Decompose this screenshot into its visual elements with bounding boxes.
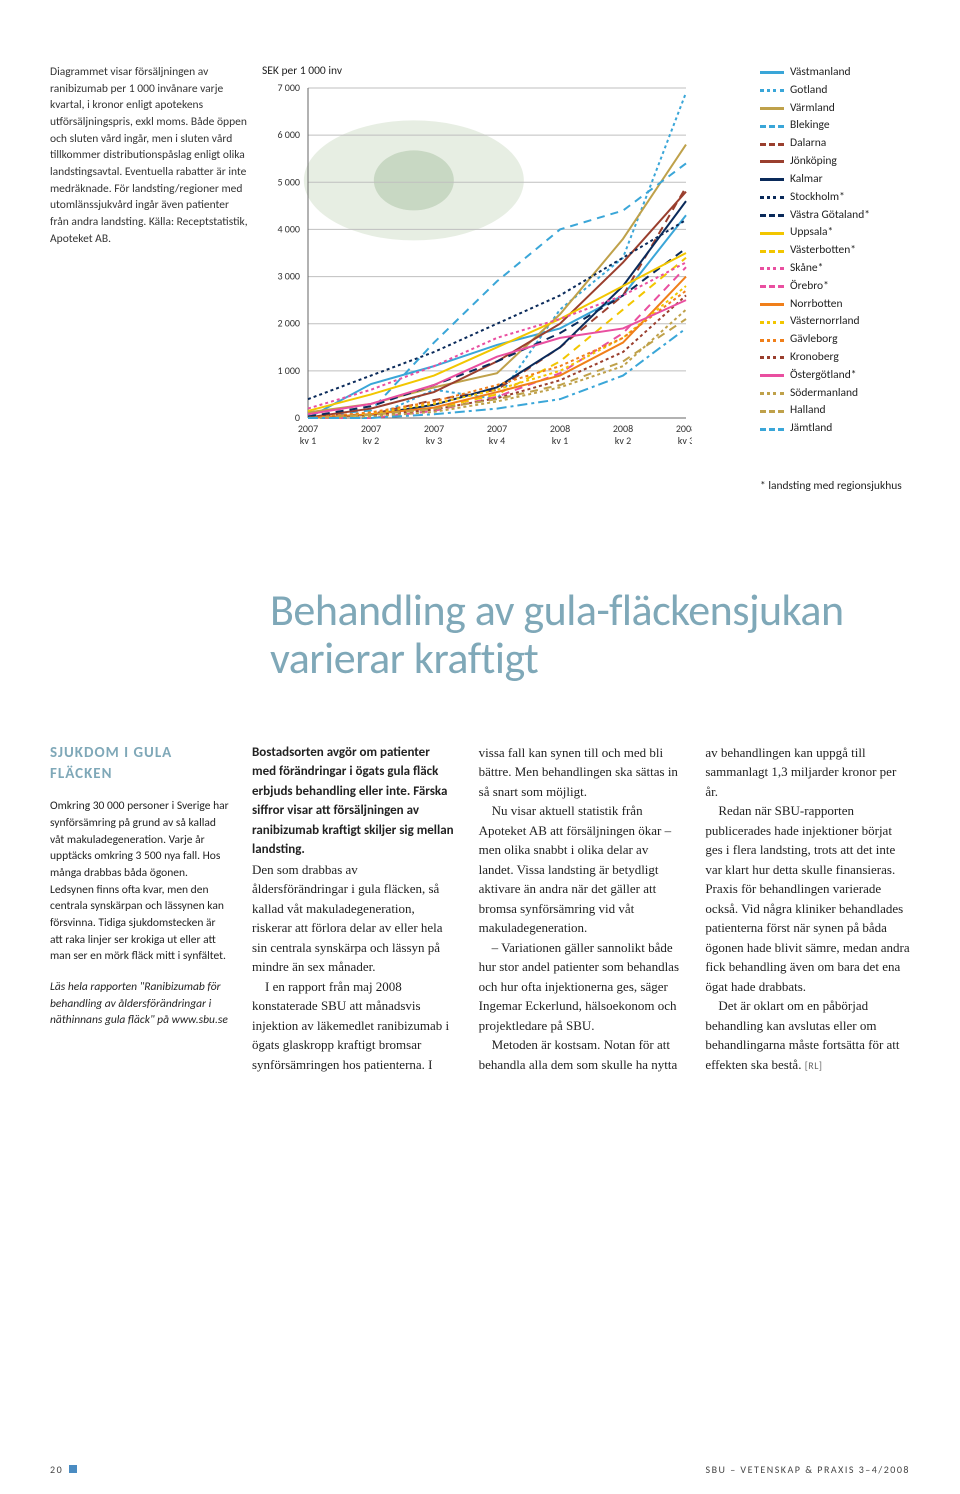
legend-item: Kalmar xyxy=(760,171,910,189)
article-p4: – Variationen gäller sannolikt både hur … xyxy=(479,938,684,1036)
legend-label: Norrbotten xyxy=(790,296,843,314)
legend-item: Jämtland xyxy=(760,420,910,438)
legend-swatch xyxy=(760,71,784,74)
legend-swatch xyxy=(760,321,784,324)
sidebar-box: SJUKDOM I GULA FLÄCKEN Omkring 30 000 pe… xyxy=(50,743,230,1075)
legend-swatch xyxy=(760,428,784,431)
legend-label: Jönköping xyxy=(790,153,837,171)
article-lead: Bostadsorten avgör om patienter med förä… xyxy=(252,743,457,860)
svg-text:kv 1: kv 1 xyxy=(552,434,568,447)
svg-text:kv 1: kv 1 xyxy=(300,434,316,447)
article-headline: Behandling av gula-fläcken­sjukan varier… xyxy=(270,586,910,683)
line-chart: 01 0002 0003 0004 0005 0006 0007 0002007… xyxy=(262,84,692,454)
page-number: 20 xyxy=(50,1463,63,1477)
legend-item: Västerbotten* xyxy=(760,242,910,260)
legend-swatch xyxy=(760,410,784,413)
legend-label: Värmland xyxy=(790,100,835,118)
legend-item: Örebro* xyxy=(760,278,910,296)
chart-caption: Diagrammet visar försäljningen av ranibi… xyxy=(50,64,250,496)
legend-item: Uppsala* xyxy=(760,224,910,242)
legend-label: Östergötland* xyxy=(790,367,857,385)
article-body: Bostadsorten avgör om patienter med förä… xyxy=(252,743,910,1075)
legend-item: Jönköping xyxy=(760,153,910,171)
legend-swatch xyxy=(760,125,784,128)
legend-item: Norrbotten xyxy=(760,296,910,314)
chart-y-title: SEK per 1 000 inv xyxy=(262,64,748,80)
svg-text:7 000: 7 000 xyxy=(277,84,300,94)
legend-item: Gotland xyxy=(760,82,910,100)
legend-label: Uppsala* xyxy=(790,224,833,242)
legend-swatch xyxy=(760,143,784,146)
legend-label: Gotland xyxy=(790,82,827,100)
legend-item: Blekinge xyxy=(760,117,910,135)
legend-item: Gävleborg xyxy=(760,331,910,349)
legend-label: Blekinge xyxy=(790,117,830,135)
svg-text:4 000: 4 000 xyxy=(277,222,300,235)
legend-item: Dalarna xyxy=(760,135,910,153)
sidebar-para-1: Omkring 30 000 personer i Sverige har sy… xyxy=(50,798,230,965)
svg-text:kv 2: kv 2 xyxy=(363,434,379,447)
svg-text:2 000: 2 000 xyxy=(277,316,300,329)
page-footer: 20 SBU – VETENSKAP & PRAXIS 3–4/2008 xyxy=(50,1463,910,1477)
sidebar-title: SJUKDOM I GULA FLÄCKEN xyxy=(50,743,230,787)
legend-swatch xyxy=(760,250,784,253)
legend-swatch xyxy=(760,232,784,235)
svg-text:kv 2: kv 2 xyxy=(615,434,631,447)
legend-item: Västmanland xyxy=(760,64,910,82)
legend-label: Västerbotten* xyxy=(790,242,856,260)
legend-label: Jämtland xyxy=(790,420,832,438)
legend-item: Skåne* xyxy=(760,260,910,278)
legend-label: Skåne* xyxy=(790,260,823,278)
legend-swatch xyxy=(760,107,784,110)
legend-label: Dalarna xyxy=(790,135,826,153)
legend-item: Östergötland* xyxy=(760,367,910,385)
legend-label: Stockholm* xyxy=(790,189,845,207)
legend-label: Halland xyxy=(790,402,826,420)
footer-right: SBU – VETENSKAP & PRAXIS 3–4/2008 xyxy=(705,1463,910,1477)
sidebar-para-2: Läs hela rapporten "Ranibizumab för beha… xyxy=(50,979,230,1029)
article-p6: Redan när SBU-rapporten publicerades had… xyxy=(705,801,910,996)
legend-label: Södermanland xyxy=(790,385,858,403)
legend-swatch xyxy=(760,303,784,306)
legend-swatch xyxy=(760,89,784,92)
article-p7: Det är oklart om en påbörjad behandling … xyxy=(705,996,910,1074)
legend-swatch xyxy=(760,356,784,359)
legend-label: Kalmar xyxy=(790,171,823,189)
svg-text:5 000: 5 000 xyxy=(277,175,300,188)
legend-label: Gävleborg xyxy=(790,331,838,349)
article-byline: [RL] xyxy=(805,1059,823,1072)
legend-item: Stockholm* xyxy=(760,189,910,207)
page-square-icon xyxy=(69,1465,77,1473)
legend-swatch xyxy=(760,374,784,377)
legend-item: Västernorrland xyxy=(760,313,910,331)
legend-item: Södermanland xyxy=(760,385,910,403)
chart-legend: VästmanlandGotlandVärmlandBlekingeDalarn… xyxy=(760,64,910,496)
legend-swatch xyxy=(760,196,784,199)
svg-text:kv 3: kv 3 xyxy=(678,434,692,447)
legend-swatch xyxy=(760,392,784,395)
legend-item: Halland xyxy=(760,402,910,420)
article-p3: Nu visar aktuell statistik från Apoteket… xyxy=(479,801,684,938)
svg-text:1 000: 1 000 xyxy=(277,363,300,376)
legend-label: Örebro* xyxy=(790,278,829,296)
legend-label: Västra Götaland* xyxy=(790,207,870,225)
legend-swatch xyxy=(760,178,784,181)
svg-text:kv 3: kv 3 xyxy=(426,434,442,447)
legend-label: Västernorrland xyxy=(790,313,860,331)
legend-item: Värmland xyxy=(760,100,910,118)
legend-swatch xyxy=(760,214,784,217)
svg-text:3 000: 3 000 xyxy=(277,269,300,282)
legend-swatch xyxy=(760,160,784,163)
svg-text:6 000: 6 000 xyxy=(277,128,300,141)
legend-item: Västra Götaland* xyxy=(760,207,910,225)
svg-text:kv 4: kv 4 xyxy=(489,434,505,447)
legend-item: Kronoberg xyxy=(760,349,910,367)
legend-swatch xyxy=(760,285,784,288)
legend-note: * landsting med regionsjukhus xyxy=(760,478,910,496)
legend-label: Västmanland xyxy=(790,64,851,82)
legend-label: Kronoberg xyxy=(790,349,839,367)
legend-swatch xyxy=(760,267,784,270)
legend-swatch xyxy=(760,339,784,342)
article-p1: Den som drabbas av åldersförändringar i … xyxy=(252,860,457,977)
